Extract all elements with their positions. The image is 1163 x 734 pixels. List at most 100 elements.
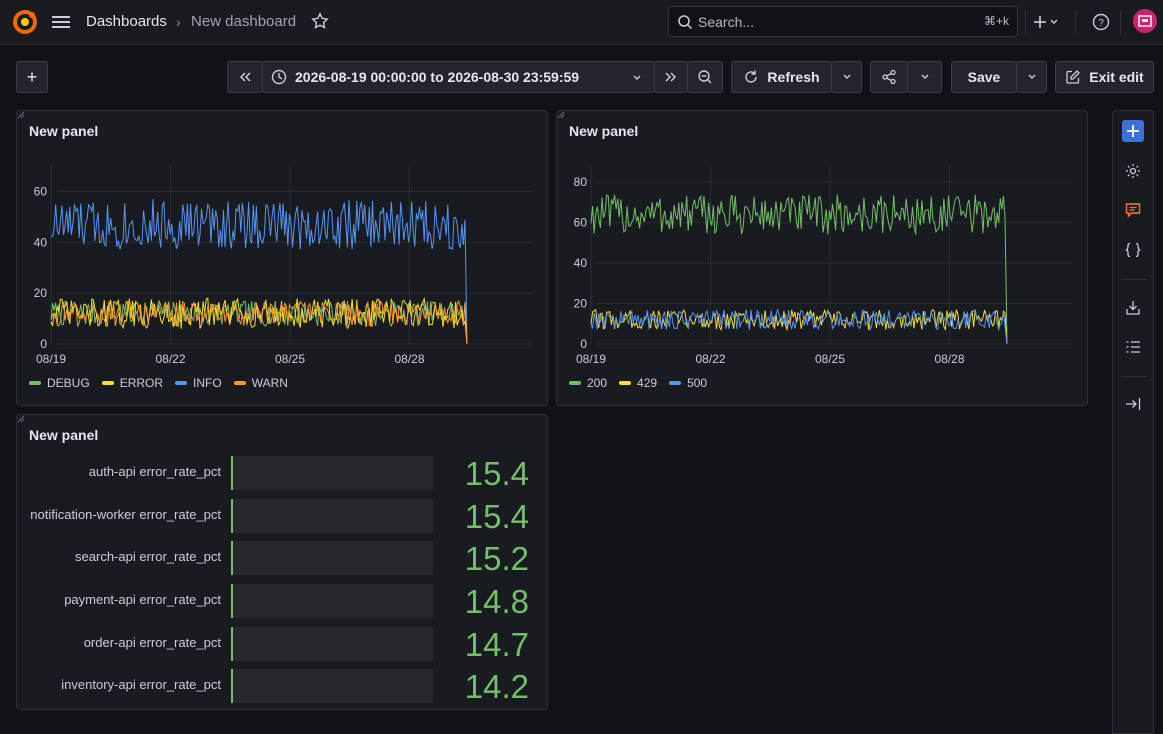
share-icon — [882, 69, 896, 85]
legend-swatch — [175, 381, 188, 385]
time-range-picker[interactable]: 2026-08-19 00:00:00 to 2026-08-30 23:59:… — [262, 61, 655, 93]
breadcrumb-current: New dashboard — [191, 13, 297, 30]
x-tick-label: 08/28 — [394, 352, 424, 366]
legend-label: 429 — [637, 376, 658, 390]
legend-label: ERROR — [119, 376, 164, 390]
star-icon[interactable] — [311, 12, 329, 30]
search-shortcut: ⌘+k — [983, 14, 1009, 28]
plus-icon — [1127, 125, 1139, 137]
panel-title: New panel — [29, 123, 99, 139]
bargauge-row: order-api error_rate_pct 14.7 — [17, 626, 547, 663]
chevron-down-icon — [843, 74, 850, 79]
dock-right-icon[interactable] — [1124, 395, 1142, 413]
chevron-double-right-icon — [665, 72, 677, 82]
search-input[interactable]: Search... ⌘+k — [668, 6, 1018, 37]
bargauge-track — [231, 499, 433, 533]
bargauge-value: 14.7 — [464, 626, 529, 663]
legend-label: DEBUG — [47, 376, 90, 390]
timeseries-panel-status-codes[interactable]: 0 20 40 60 80 08/19 08/22 08/25 08/28 New panel … — [556, 110, 1088, 406]
add-panel-label: + — [26, 66, 38, 87]
series-line-200 — [590, 194, 1008, 345]
x-tick-label: 08/19 — [576, 352, 606, 366]
grafana-logo-icon[interactable] — [12, 9, 38, 35]
bargauge-fill — [231, 627, 233, 661]
comment-icon[interactable] — [1124, 201, 1142, 219]
y-tick-label: 80 — [574, 175, 588, 189]
bargauge-track — [231, 541, 433, 575]
gear-icon[interactable] — [1124, 162, 1142, 180]
y-tick-label: 20 — [34, 286, 48, 300]
legend-item[interactable]: 429 — [619, 376, 657, 390]
divider — [1121, 376, 1147, 377]
bargauge-track — [231, 627, 433, 661]
legend-item[interactable]: 200 — [569, 376, 607, 390]
legend-label: WARN — [251, 376, 288, 390]
divider — [1121, 279, 1147, 280]
legend-item[interactable]: WARN — [233, 376, 288, 390]
series-line-warn — [50, 299, 468, 345]
import-icon[interactable] — [1124, 299, 1142, 317]
legend-swatch — [29, 381, 41, 385]
legend-swatch — [101, 381, 114, 385]
divider — [1075, 10, 1076, 34]
resize-handle-icon[interactable] — [17, 415, 25, 423]
time-shift-back-button[interactable] — [227, 61, 263, 93]
breadcrumb-separator: › — [176, 14, 181, 30]
refresh-button[interactable]: Refresh — [731, 61, 832, 93]
series-line-500 — [590, 308, 1008, 345]
series-line-429 — [590, 308, 1008, 345]
y-tick-label: 60 — [34, 184, 48, 198]
timeseries-panel-log-levels[interactable]: 0 20 40 60 08/19 08/22 08/25 08/28 New panel DE… — [16, 110, 548, 406]
refresh-label: Refresh — [767, 69, 820, 85]
x-tick-label: 08/19 — [36, 352, 66, 366]
bargauge-value: 15.4 — [464, 455, 529, 492]
legend-item[interactable]: ERROR — [101, 376, 164, 390]
json-braces-icon[interactable] — [1124, 241, 1142, 259]
bargauge-fill — [231, 499, 233, 533]
outline-list-icon[interactable] — [1124, 338, 1142, 356]
user-avatar[interactable] — [1133, 9, 1157, 33]
bargauge-value: 15.4 — [464, 498, 529, 535]
divider — [1025, 10, 1026, 34]
refresh-interval-dropdown[interactable] — [831, 61, 862, 93]
add-new-icon[interactable] — [1032, 12, 1062, 32]
panel-title: New panel — [29, 427, 99, 443]
bargauge-row-name: search-api error_rate_pct — [75, 549, 221, 564]
chevron-down-icon — [1028, 74, 1035, 79]
chevron-down-icon — [633, 75, 641, 80]
help-icon[interactable]: ? — [1091, 12, 1111, 32]
share-dropdown[interactable] — [907, 61, 942, 93]
chevron-down-icon — [921, 74, 928, 79]
y-tick-label: 40 — [34, 235, 48, 249]
bargauge-value: 15.2 — [464, 540, 529, 577]
time-shift-forward-button[interactable] — [654, 61, 688, 93]
legend-label: 500 — [687, 376, 708, 390]
avatar-icon — [1138, 15, 1152, 27]
x-tick-label: 08/22 — [155, 352, 185, 366]
zoom-out-button[interactable] — [687, 61, 723, 93]
exit-edit-button[interactable]: Exit edit — [1055, 61, 1154, 93]
legend-item[interactable]: 500 — [669, 376, 707, 390]
resize-handle-icon[interactable] — [557, 111, 565, 119]
save-dropdown[interactable] — [1016, 61, 1047, 93]
refresh-icon — [745, 70, 758, 83]
x-tick-label: 08/25 — [275, 352, 305, 366]
share-button[interactable] — [870, 61, 908, 93]
bargauge-panel-error-rate[interactable]: New panel auth-api error_rate_pct 15.4 n… — [16, 414, 548, 710]
add-panel-button[interactable]: + — [16, 61, 48, 93]
breadcrumb-dashboards[interactable]: Dashboards — [86, 13, 167, 30]
add-button[interactable] — [1122, 120, 1144, 142]
legend-item[interactable]: INFO — [175, 376, 222, 390]
log-level-chart: 0 20 40 60 08/19 08/22 08/25 08/28 — [34, 166, 532, 366]
clock-icon — [271, 69, 287, 85]
resize-handle-icon[interactable] — [17, 111, 25, 119]
chevron-double-left-icon — [239, 72, 251, 82]
save-button[interactable]: Save — [951, 61, 1017, 93]
legend-swatch — [619, 381, 632, 385]
bargauge-value: 14.8 — [464, 583, 529, 620]
legend-item[interactable]: DEBUG — [29, 376, 90, 390]
bargauge-row: notification-worker error_rate_pct 15.4 — [17, 498, 547, 535]
edit-pane-sidebar — [1112, 110, 1154, 734]
time-range-label: 2026-08-19 00:00:00 to 2026-08-30 23:59:… — [295, 69, 580, 85]
menu-icon[interactable] — [50, 11, 72, 33]
